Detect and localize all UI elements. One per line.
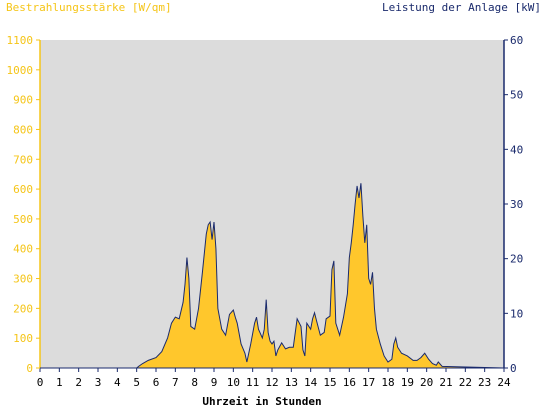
x-tick-label: 10 bbox=[227, 376, 240, 389]
plot-area bbox=[40, 40, 504, 368]
left-tick-label: 1000 bbox=[7, 64, 34, 77]
left-tick-label: 100 bbox=[13, 332, 33, 345]
right-tick-label: 40 bbox=[510, 143, 523, 156]
x-tick-label: 1 bbox=[56, 376, 63, 389]
x-tick-label: 14 bbox=[304, 376, 318, 389]
x-tick-label: 16 bbox=[343, 376, 356, 389]
right-tick-label: 10 bbox=[510, 307, 523, 320]
right-tick-label: 60 bbox=[510, 34, 523, 47]
x-tick-label: 13 bbox=[285, 376, 298, 389]
x-tick-label: 12 bbox=[265, 376, 278, 389]
left-tick-label: 500 bbox=[13, 213, 33, 226]
right-tick-label: 0 bbox=[510, 362, 517, 375]
left-tick-label: 600 bbox=[13, 183, 33, 196]
left-tick-label: 200 bbox=[13, 302, 33, 315]
power-line bbox=[40, 183, 505, 369]
x-axis-title: Uhrzeit in Stunden bbox=[202, 395, 321, 408]
left-tick-label: 0 bbox=[26, 362, 33, 375]
x-tick-label: 11 bbox=[246, 376, 259, 389]
x-tick-label: 17 bbox=[362, 376, 375, 389]
x-tick-label: 21 bbox=[439, 376, 452, 389]
left-tick-label: 400 bbox=[13, 243, 33, 256]
x-tick-label: 2 bbox=[75, 376, 82, 389]
x-tick-label: 19 bbox=[401, 376, 414, 389]
x-tick-label: 0 bbox=[37, 376, 44, 389]
left-axis-title: Bestrahlungsstärke [W/qm] bbox=[6, 1, 172, 14]
x-tick-label: 6 bbox=[153, 376, 160, 389]
x-tick-label: 18 bbox=[381, 376, 394, 389]
right-axis-title: Leistung der Anlage [kW] bbox=[382, 1, 541, 14]
x-tick-label: 8 bbox=[191, 376, 198, 389]
right-tick-label: 20 bbox=[510, 253, 523, 266]
x-tick-label: 23 bbox=[478, 376, 491, 389]
left-tick-label: 300 bbox=[13, 273, 33, 286]
x-tick-label: 4 bbox=[114, 376, 121, 389]
right-tick-label: 50 bbox=[510, 89, 523, 102]
x-tick-label: 3 bbox=[95, 376, 102, 389]
x-tick-label: 5 bbox=[133, 376, 140, 389]
right-tick-label: 30 bbox=[510, 198, 523, 211]
x-tick-label: 9 bbox=[211, 376, 218, 389]
x-tick-label: 7 bbox=[172, 376, 179, 389]
left-tick-label: 1100 bbox=[7, 34, 34, 47]
axis-ticks: 0 1 2 3 4 5 6 7 8 9 10 11 12 13 14 15 16 17 18 19 20 21 22 23 24… bbox=[7, 34, 524, 389]
x-tick-label: 15 bbox=[323, 376, 336, 389]
x-tick-label: 24 bbox=[497, 376, 511, 389]
x-tick-label: 22 bbox=[459, 376, 472, 389]
left-tick-label: 700 bbox=[13, 153, 33, 166]
x-tick-label: 20 bbox=[420, 376, 433, 389]
left-tick-label: 800 bbox=[13, 123, 33, 136]
left-tick-label: 900 bbox=[13, 94, 33, 107]
